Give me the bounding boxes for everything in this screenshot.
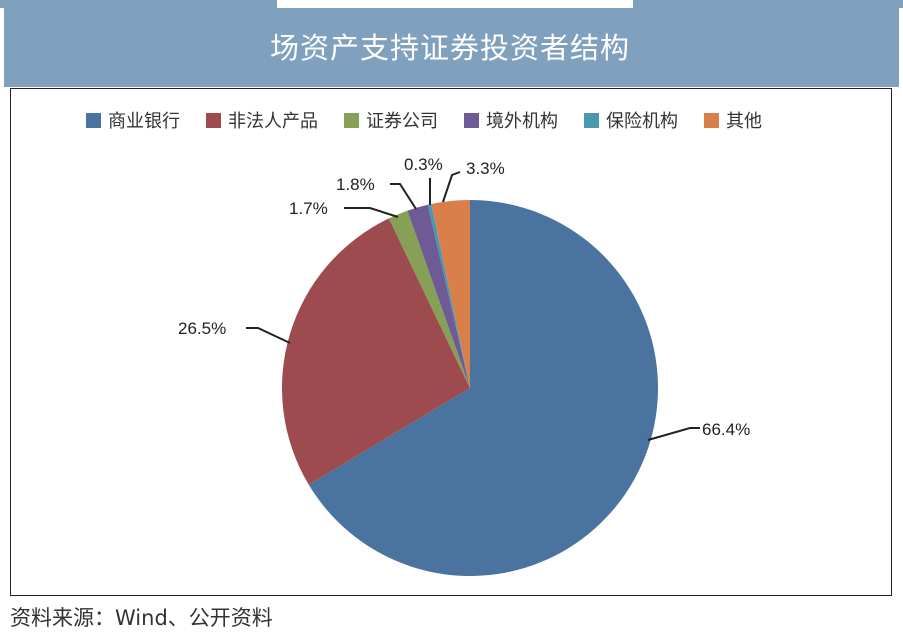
leader-line-non-legal-products xyxy=(246,327,291,344)
leader-line-foreign-institutions xyxy=(390,183,417,210)
pie-slice-insurance xyxy=(427,204,470,388)
title-band xyxy=(4,8,899,87)
legend-swatch xyxy=(704,112,719,128)
data-label-insurance: 0.3% xyxy=(404,155,443,174)
legend-label: 非法人产品 xyxy=(228,111,318,132)
legend-label: 商业银行 xyxy=(108,111,180,132)
legend-label: 境外机构 xyxy=(486,111,558,132)
legend-item-non-legal-products: 非法人产品 xyxy=(206,107,318,133)
source-note: 资料来源：Wind、公开资料 xyxy=(10,606,273,630)
legend-label: 保险机构 xyxy=(606,111,678,132)
leader-lines xyxy=(246,171,700,441)
legend-label: 其他 xyxy=(726,111,762,132)
legend-item-commercial-banks: 商业银行 xyxy=(86,107,180,133)
legend-swatch xyxy=(584,112,599,128)
pie-slice-non-legal-products xyxy=(281,218,470,485)
title-bar: 场资产支持证券投资者结构 xyxy=(0,0,903,87)
leader-line-commercial-banks xyxy=(647,427,700,441)
pie-slice-others xyxy=(431,200,470,388)
title-bar-gap xyxy=(277,0,633,8)
legend: 商业银行 非法人产品 证券公司 境外机构 保险机构 其他 xyxy=(86,108,788,132)
legend-item-securities-firms: 证券公司 xyxy=(344,107,438,133)
chart-title: 场资产支持证券投资者结构 xyxy=(270,31,631,65)
pie-slices xyxy=(281,200,658,576)
legend-swatch xyxy=(464,112,479,128)
data-label-non-legal-products: 26.5% xyxy=(178,319,226,338)
legend-label: 证券公司 xyxy=(366,111,438,132)
legend-swatch xyxy=(206,112,221,128)
data-label-securities-firms: 1.7% xyxy=(289,199,328,218)
legend-item-foreign-institutions: 境外机构 xyxy=(464,107,558,133)
data-label-others: 3.3% xyxy=(466,159,505,178)
data-label-foreign-institutions: 1.8% xyxy=(336,175,375,194)
leader-line-others xyxy=(442,171,461,203)
data-label-commercial-banks: 66.4% xyxy=(702,420,750,439)
legend-swatch xyxy=(86,112,101,128)
pie-slice-commercial-banks xyxy=(308,200,658,576)
title-bar-tab-left xyxy=(0,0,277,8)
leader-line-securities-firms xyxy=(344,207,399,218)
pie-slice-securities-firms xyxy=(388,210,470,388)
legend-item-insurance: 保险机构 xyxy=(584,107,678,133)
title-bar-tab-right xyxy=(633,0,903,8)
legend-item-others: 其他 xyxy=(704,107,762,133)
legend-swatch xyxy=(344,112,359,128)
pie-slice-foreign-institutions xyxy=(407,204,470,388)
